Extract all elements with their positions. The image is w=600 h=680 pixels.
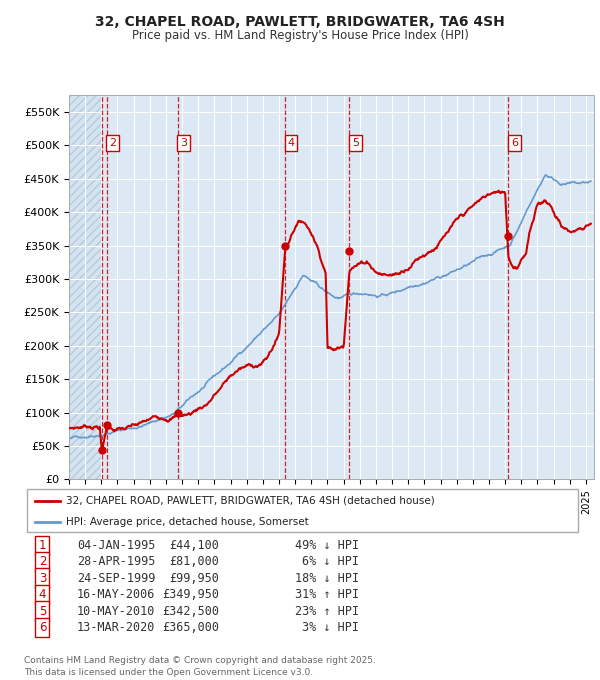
Text: £44,100: £44,100 — [169, 539, 220, 552]
Text: 5: 5 — [39, 605, 46, 617]
Text: Price paid vs. HM Land Registry's House Price Index (HPI): Price paid vs. HM Land Registry's House … — [131, 29, 469, 41]
Text: 6% ↓ HPI: 6% ↓ HPI — [302, 556, 359, 568]
FancyBboxPatch shape — [27, 490, 578, 532]
Text: 2: 2 — [109, 138, 116, 148]
Text: £365,000: £365,000 — [162, 621, 220, 634]
Text: 23% ↑ HPI: 23% ↑ HPI — [295, 605, 359, 617]
Text: 3% ↓ HPI: 3% ↓ HPI — [302, 621, 359, 634]
Text: 6: 6 — [38, 621, 46, 634]
Text: £99,950: £99,950 — [169, 572, 220, 585]
Text: 3: 3 — [180, 138, 187, 148]
Text: 2: 2 — [38, 556, 46, 568]
Text: 4: 4 — [38, 588, 46, 601]
Text: 32, CHAPEL ROAD, PAWLETT, BRIDGWATER, TA6 4SH (detached house): 32, CHAPEL ROAD, PAWLETT, BRIDGWATER, TA… — [66, 496, 434, 505]
Text: Contains HM Land Registry data © Crown copyright and database right 2025.
This d: Contains HM Land Registry data © Crown c… — [24, 656, 376, 677]
Text: 04-JAN-1995: 04-JAN-1995 — [77, 539, 155, 552]
Text: 28-APR-1995: 28-APR-1995 — [77, 556, 155, 568]
Text: HPI: Average price, detached house, Somerset: HPI: Average price, detached house, Some… — [66, 517, 308, 527]
Text: 1: 1 — [38, 539, 46, 552]
Text: 16-MAY-2006: 16-MAY-2006 — [77, 588, 155, 601]
Text: £342,500: £342,500 — [162, 605, 220, 617]
Text: 49% ↓ HPI: 49% ↓ HPI — [295, 539, 359, 552]
Text: 24-SEP-1999: 24-SEP-1999 — [77, 572, 155, 585]
Text: £81,000: £81,000 — [169, 556, 220, 568]
Text: 6: 6 — [511, 138, 518, 148]
Text: 32, CHAPEL ROAD, PAWLETT, BRIDGWATER, TA6 4SH: 32, CHAPEL ROAD, PAWLETT, BRIDGWATER, TA… — [95, 15, 505, 29]
Text: 18% ↓ HPI: 18% ↓ HPI — [295, 572, 359, 585]
Text: 10-MAY-2010: 10-MAY-2010 — [77, 605, 155, 617]
Text: 3: 3 — [39, 572, 46, 585]
Text: 31% ↑ HPI: 31% ↑ HPI — [295, 588, 359, 601]
Text: £349,950: £349,950 — [162, 588, 220, 601]
Text: 13-MAR-2020: 13-MAR-2020 — [77, 621, 155, 634]
Text: 5: 5 — [352, 138, 359, 148]
Text: 4: 4 — [287, 138, 295, 148]
